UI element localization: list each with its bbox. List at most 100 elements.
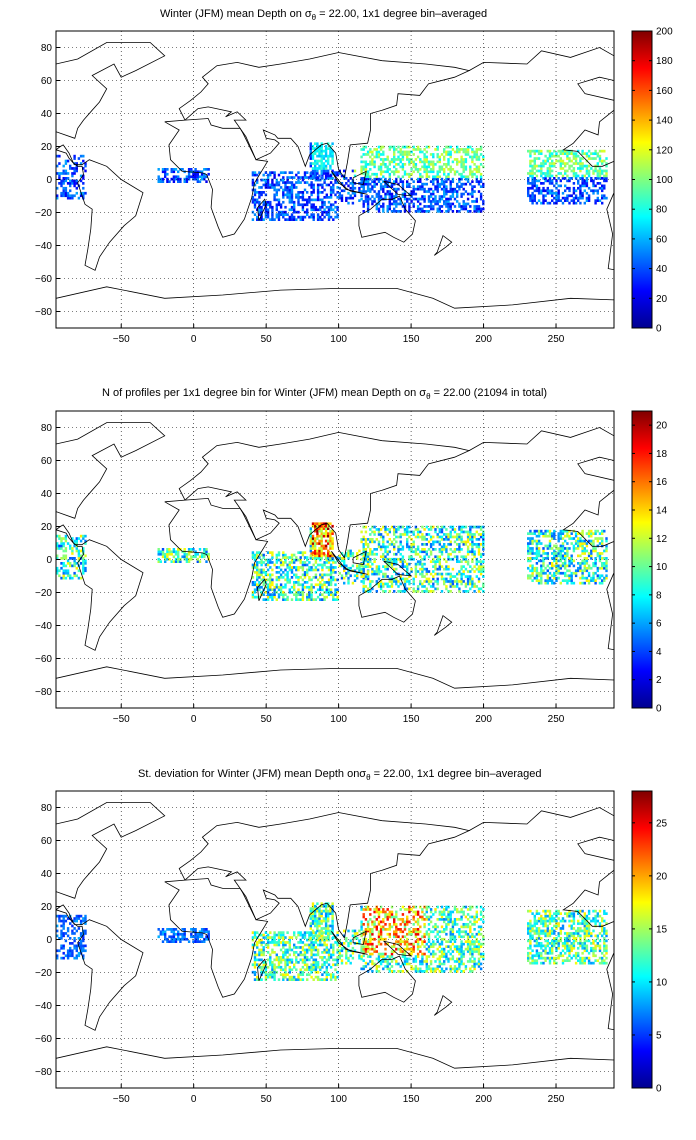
data-cell <box>386 190 389 193</box>
data-cell <box>264 975 268 979</box>
data-cell <box>397 158 400 161</box>
data-cell <box>375 552 378 556</box>
data-cell <box>456 533 459 536</box>
data-cell <box>464 557 468 561</box>
data-cell <box>253 963 257 967</box>
data-cell <box>71 172 74 175</box>
data-cell <box>395 168 398 171</box>
data-cell <box>464 160 468 164</box>
data-cell <box>309 539 312 543</box>
data-cell <box>60 537 63 540</box>
data-cell <box>256 191 259 194</box>
data-cell <box>84 929 87 933</box>
data-cell <box>71 942 74 945</box>
data-cell <box>460 577 463 581</box>
data-cell <box>303 943 307 947</box>
data-cell <box>379 533 383 536</box>
data-cell <box>332 578 335 582</box>
data-cell <box>314 558 318 562</box>
data-cell <box>60 946 63 950</box>
data-cell <box>423 163 426 166</box>
data-cell <box>260 571 263 574</box>
data-cell <box>308 598 311 601</box>
data-cell <box>559 544 562 548</box>
data-cell <box>458 202 461 206</box>
data-cell <box>540 162 543 165</box>
data-cell <box>273 593 276 596</box>
data-cell <box>471 560 474 563</box>
data-cell <box>56 544 59 548</box>
data-cell <box>460 185 463 188</box>
data-cell <box>290 205 294 209</box>
data-cell <box>194 168 197 171</box>
data-cell <box>577 154 580 158</box>
data-cell <box>460 207 463 211</box>
colorbar-tick-label: 140 <box>656 116 673 127</box>
data-cell <box>596 196 599 200</box>
data-cell <box>456 158 459 161</box>
data-cell <box>293 946 296 949</box>
data-cell <box>371 185 374 188</box>
data-cell <box>373 155 376 159</box>
data-cell <box>561 554 565 558</box>
data-cell <box>568 534 571 538</box>
data-cell <box>551 159 554 163</box>
data-cell <box>279 203 283 207</box>
data-cell <box>427 197 431 201</box>
data-cell <box>338 554 341 558</box>
data-cell <box>373 560 376 563</box>
data-cell <box>58 154 61 158</box>
data-cell <box>375 572 378 576</box>
data-cell <box>293 963 296 967</box>
data-cell <box>406 562 409 566</box>
data-cell <box>319 563 322 567</box>
data-cell <box>60 956 63 960</box>
data-cell <box>181 932 184 936</box>
data-cell <box>568 557 571 560</box>
data-cell <box>71 182 74 185</box>
data-cell <box>362 210 365 213</box>
data-cell <box>596 182 599 185</box>
data-cell <box>290 200 294 204</box>
data-cell <box>375 150 378 154</box>
data-cell <box>324 534 328 538</box>
data-cell <box>273 943 276 947</box>
data-cell <box>540 532 543 535</box>
data-cell <box>271 568 274 572</box>
data-cell <box>327 568 331 572</box>
data-cell <box>482 545 485 549</box>
data-cell <box>583 542 586 545</box>
data-cell <box>79 174 83 178</box>
data-cell <box>406 587 409 591</box>
data-cell <box>286 563 289 567</box>
data-cell <box>434 530 437 534</box>
data-cell <box>533 164 536 168</box>
data-cell <box>379 163 383 166</box>
data-cell <box>295 558 298 562</box>
data-cell <box>466 540 470 544</box>
data-cell <box>164 172 167 176</box>
data-cell <box>410 545 413 549</box>
data-cell <box>316 537 319 540</box>
data-cell <box>279 941 283 944</box>
data-cell <box>371 202 374 206</box>
data-cell <box>557 199 560 202</box>
data-cell <box>406 543 409 546</box>
data-cell <box>71 951 74 955</box>
data-cell <box>320 547 323 550</box>
data-cell <box>436 580 439 583</box>
data-cell <box>277 213 281 216</box>
data-cell <box>377 202 381 206</box>
data-cell <box>329 932 332 935</box>
data-cell <box>458 210 461 213</box>
data-cell <box>187 168 191 171</box>
data-cell <box>320 929 323 933</box>
data-cell <box>377 577 381 581</box>
data-cell <box>356 571 359 575</box>
data-cell <box>587 564 591 568</box>
data-cell <box>290 213 294 216</box>
data-cell <box>425 170 428 174</box>
data-cell <box>601 159 604 163</box>
data-cell <box>440 525 444 529</box>
data-cell <box>583 566 586 570</box>
